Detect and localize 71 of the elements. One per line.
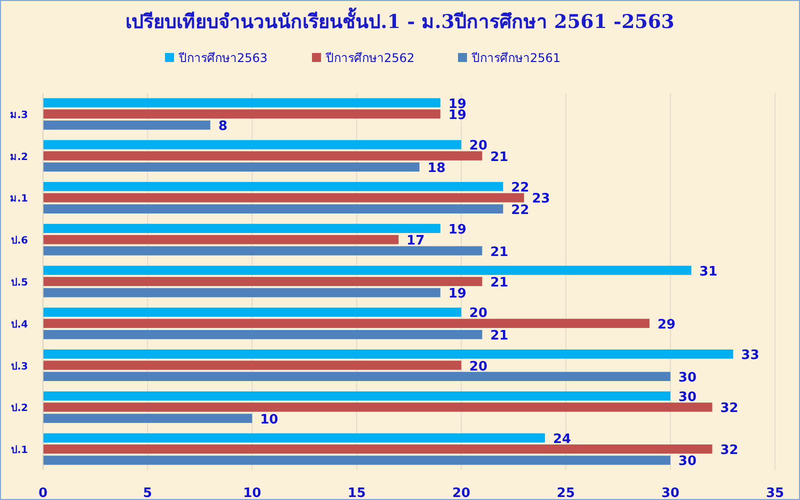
bar <box>43 308 462 317</box>
data-label: 21 <box>490 328 508 344</box>
data-label: 30 <box>678 370 697 386</box>
data-label: 10 <box>260 412 278 428</box>
data-label: 22 <box>511 180 530 196</box>
bar <box>43 224 440 234</box>
bar <box>43 350 734 359</box>
data-label: 19 <box>448 286 466 302</box>
bar <box>43 456 670 465</box>
data-label: 21 <box>490 150 508 165</box>
x-tick-label: 25 <box>556 486 575 500</box>
x-tick-label: 35 <box>766 486 784 500</box>
data-label: 23 <box>532 192 550 207</box>
bar <box>43 276 482 286</box>
data-label: 32 <box>720 401 738 416</box>
x-tick-label: 10 <box>243 486 262 500</box>
bar <box>43 391 670 401</box>
data-label: 31 <box>699 264 718 280</box>
bar <box>43 109 440 119</box>
data-label: 18 <box>427 161 446 176</box>
bar <box>43 193 524 202</box>
bar <box>43 162 420 172</box>
y-tick-label: ป.1 <box>11 444 28 456</box>
bar <box>43 235 399 244</box>
x-tick-label: 30 <box>661 486 680 500</box>
bar <box>43 151 482 160</box>
bar <box>43 402 712 412</box>
bar <box>43 444 712 454</box>
y-tick-label: ป.2 <box>11 402 28 414</box>
y-tick-label: ม.3 <box>10 110 28 121</box>
data-label: 29 <box>658 317 676 332</box>
data-label: 20 <box>469 306 488 322</box>
bar <box>43 266 692 275</box>
bar <box>43 372 670 382</box>
bar <box>43 360 462 370</box>
bar <box>43 182 504 192</box>
x-tick-label: 0 <box>38 486 48 500</box>
data-label: 32 <box>720 443 738 458</box>
y-tick-label: ป.5 <box>11 276 28 288</box>
chart-title: เปรียบเทียบจำนวนนักเรียนชั้นป.1 - ม.3ปีการศึกษา 2561 -2563 <box>126 7 674 33</box>
data-label: 19 <box>448 108 466 123</box>
data-label: 21 <box>490 244 508 260</box>
data-label: 17 <box>406 234 425 249</box>
bar <box>43 120 210 130</box>
data-label: 22 <box>511 202 530 218</box>
bar <box>43 98 440 108</box>
data-label: 20 <box>469 138 488 154</box>
bar <box>43 204 504 214</box>
y-tick-label: ป.3 <box>11 360 28 372</box>
bar <box>43 433 545 442</box>
data-label: 24 <box>552 432 572 447</box>
data-label: 19 <box>448 222 466 238</box>
y-tick-label: ม.2 <box>10 152 28 163</box>
x-tick-label: 5 <box>143 486 152 500</box>
data-label: 8 <box>218 119 228 134</box>
data-label: 21 <box>490 276 508 290</box>
data-label: 20 <box>469 359 488 374</box>
data-label: 33 <box>741 348 760 364</box>
bar <box>43 288 440 298</box>
y-tick-label: ป.4 <box>11 318 28 330</box>
data-label: 30 <box>678 454 697 470</box>
data-label: 30 <box>678 390 697 405</box>
bar <box>43 330 482 340</box>
bar <box>43 246 482 256</box>
bar <box>43 318 650 328</box>
y-tick-label: ม.1 <box>10 194 28 205</box>
x-tick-label: 15 <box>348 486 366 500</box>
y-tick-label: ป.6 <box>11 234 28 247</box>
x-tick-label: 20 <box>452 486 470 500</box>
bar <box>43 140 462 150</box>
bar <box>43 414 252 423</box>
